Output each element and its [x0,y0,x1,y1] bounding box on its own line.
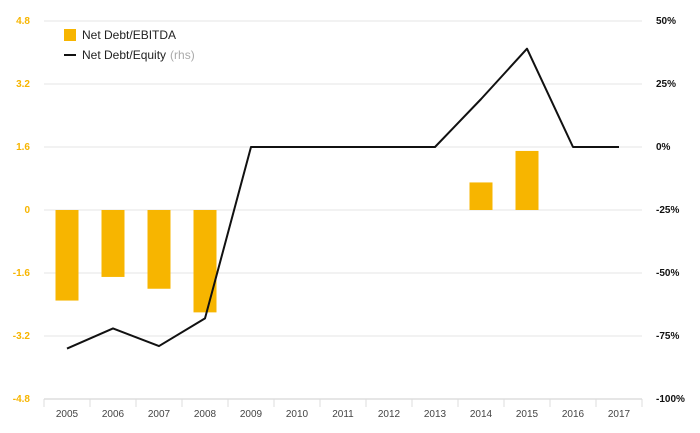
bar [193,210,217,313]
y-right-tick-label: 25% [656,79,676,90]
legend-label-net-debt-equity: Net Debt/Equity (rhs) [82,48,195,62]
x-tick-label: 2011 [332,409,354,420]
legend: Net Debt/EBITDA Net Debt/Equity (rhs) [64,28,195,62]
y-left-tick-label: 1.6 [16,142,30,153]
lines [66,47,619,350]
bar [147,210,171,289]
legend-label-net-debt-ebitda: Net Debt/EBITDA [82,28,176,42]
y-left-tick-label: -1.6 [13,268,31,279]
x-tick-label: 2013 [424,409,447,420]
x-tick-label: 2010 [286,409,309,420]
legend-swatch-net-debt-ebitda [64,29,76,41]
y-left-tick-label: 3.2 [16,79,30,90]
y-right-tick-label: 50% [656,16,676,27]
x-tick-label: 2006 [102,409,125,420]
axes: 4.8 3.2 1.6 0 -1.6 -3.2 -4.8 50% 25% 0% -25% -50% -7… [13,16,685,420]
x-tick-label: 2007 [148,409,171,420]
y-left-tick-label: 0 [24,205,30,216]
x-tick-label: 2009 [240,409,263,420]
x-tick-label: 2012 [378,409,401,420]
y-left-tick-label: -3.2 [13,331,31,342]
x-tick-label: 2005 [56,409,79,420]
bar [55,210,79,301]
legend-label-net-debt-equity-name: Net Debt/Equity [82,48,166,62]
bars [55,150,539,313]
bar [469,182,493,210]
y-left-tick-label: 4.8 [16,16,30,27]
x-tick-label: 2008 [194,409,217,420]
y-right-tick-label: -25% [656,205,679,216]
bar [101,210,125,277]
y-right-tick-label: -75% [656,331,679,342]
x-tick-label: 2017 [608,409,631,420]
bar [515,150,539,210]
y-right-tick-label: -50% [656,268,679,279]
gridlines [44,20,642,400]
x-tick-label: 2015 [516,409,539,420]
x-tick-label: 2016 [562,409,585,420]
y-left-tick-label: -4.8 [13,394,31,405]
series-line [66,47,619,350]
x-tick-label: 2014 [470,409,493,420]
y-right-tick-label: 0% [656,142,671,153]
legend-label-rhs-suffix: (rhs) [170,48,195,62]
y-right-tick-label: -100% [656,394,685,405]
